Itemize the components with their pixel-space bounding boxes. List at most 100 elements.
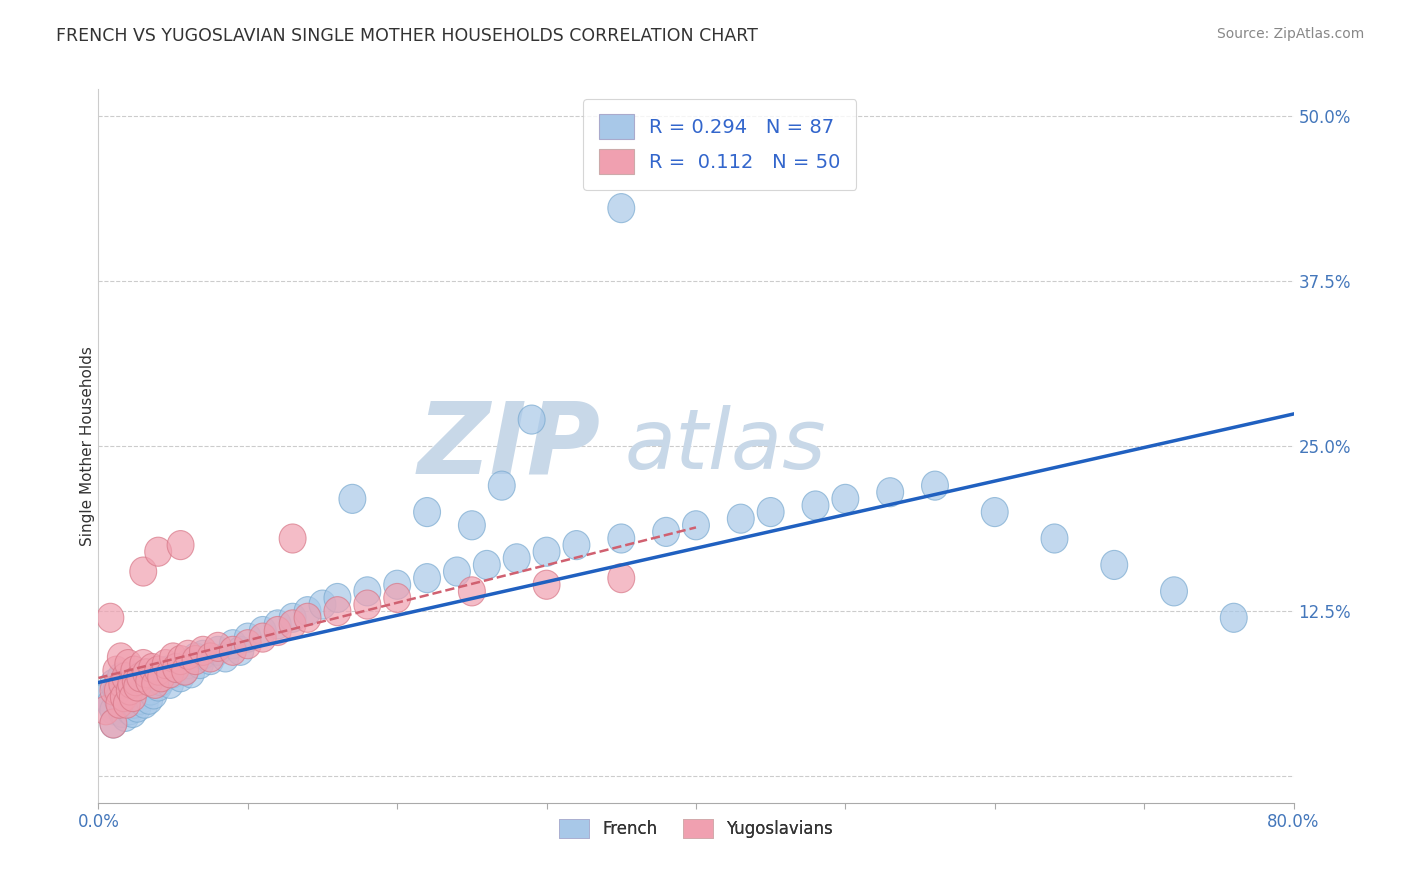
Ellipse shape [235,630,262,659]
Legend: French, Yugoslavians: French, Yugoslavians [553,812,839,845]
Ellipse shape [100,669,127,698]
Ellipse shape [758,498,785,526]
Text: atlas: atlas [624,406,825,486]
Ellipse shape [183,646,209,674]
Ellipse shape [183,643,209,672]
Ellipse shape [142,669,169,698]
Ellipse shape [117,676,143,705]
Ellipse shape [921,471,949,500]
Ellipse shape [121,669,148,698]
Ellipse shape [413,564,440,592]
Ellipse shape [163,654,190,682]
Ellipse shape [97,603,124,632]
Ellipse shape [107,663,135,692]
Ellipse shape [148,663,174,692]
Ellipse shape [1160,577,1188,606]
Ellipse shape [204,632,232,661]
Ellipse shape [877,478,904,507]
Ellipse shape [115,666,142,696]
Ellipse shape [122,682,149,712]
Ellipse shape [150,663,177,692]
Ellipse shape [235,624,262,652]
Ellipse shape [145,672,172,701]
Ellipse shape [163,654,190,682]
Ellipse shape [148,666,174,696]
Ellipse shape [136,666,163,696]
Ellipse shape [135,666,162,696]
Ellipse shape [652,517,679,547]
Ellipse shape [121,690,148,718]
Ellipse shape [443,557,471,586]
Ellipse shape [129,557,156,586]
Ellipse shape [519,405,546,434]
Ellipse shape [172,657,198,685]
Ellipse shape [114,685,141,714]
Ellipse shape [118,690,145,718]
Ellipse shape [488,471,515,500]
Ellipse shape [108,698,136,728]
Ellipse shape [138,676,165,705]
Ellipse shape [111,690,138,718]
Ellipse shape [100,676,127,705]
Ellipse shape [104,676,131,705]
Ellipse shape [264,616,291,646]
Text: ZIP: ZIP [418,398,600,494]
Ellipse shape [100,709,127,738]
Ellipse shape [204,636,232,665]
Ellipse shape [115,672,142,701]
Ellipse shape [122,666,149,696]
Ellipse shape [112,663,139,692]
Ellipse shape [1220,603,1247,632]
Ellipse shape [108,669,136,698]
Ellipse shape [172,657,198,685]
Ellipse shape [190,640,217,669]
Ellipse shape [100,709,127,738]
Ellipse shape [249,624,276,652]
Ellipse shape [139,654,166,682]
Ellipse shape [156,669,184,698]
Ellipse shape [323,597,352,625]
Ellipse shape [125,676,152,705]
Ellipse shape [124,693,150,723]
Ellipse shape [132,659,160,688]
Ellipse shape [294,603,321,632]
Ellipse shape [104,685,131,714]
Ellipse shape [1101,550,1128,580]
Ellipse shape [280,603,307,632]
Ellipse shape [112,680,139,709]
Ellipse shape [167,646,194,674]
Ellipse shape [107,693,135,723]
Ellipse shape [160,643,187,672]
Ellipse shape [212,643,239,672]
Ellipse shape [117,696,143,725]
Ellipse shape [120,698,146,728]
Ellipse shape [93,696,120,725]
Ellipse shape [167,663,194,692]
Ellipse shape [413,498,440,526]
Ellipse shape [533,537,560,566]
Ellipse shape [103,657,129,685]
Ellipse shape [153,657,180,685]
Ellipse shape [152,649,179,679]
Ellipse shape [249,616,276,646]
Ellipse shape [280,610,307,639]
Ellipse shape [156,659,184,688]
Ellipse shape [607,524,634,553]
Ellipse shape [131,690,159,718]
Ellipse shape [127,685,153,714]
Ellipse shape [197,643,224,672]
Ellipse shape [533,570,560,599]
Ellipse shape [219,636,246,665]
Ellipse shape [118,669,145,698]
Ellipse shape [190,636,217,665]
Ellipse shape [141,680,167,709]
Ellipse shape [112,702,139,731]
Ellipse shape [174,649,201,679]
Ellipse shape [682,511,710,540]
Ellipse shape [458,577,485,606]
Ellipse shape [174,640,201,669]
Text: Source: ZipAtlas.com: Source: ZipAtlas.com [1216,27,1364,41]
Ellipse shape [142,669,169,698]
Ellipse shape [458,511,485,540]
Ellipse shape [145,657,172,685]
